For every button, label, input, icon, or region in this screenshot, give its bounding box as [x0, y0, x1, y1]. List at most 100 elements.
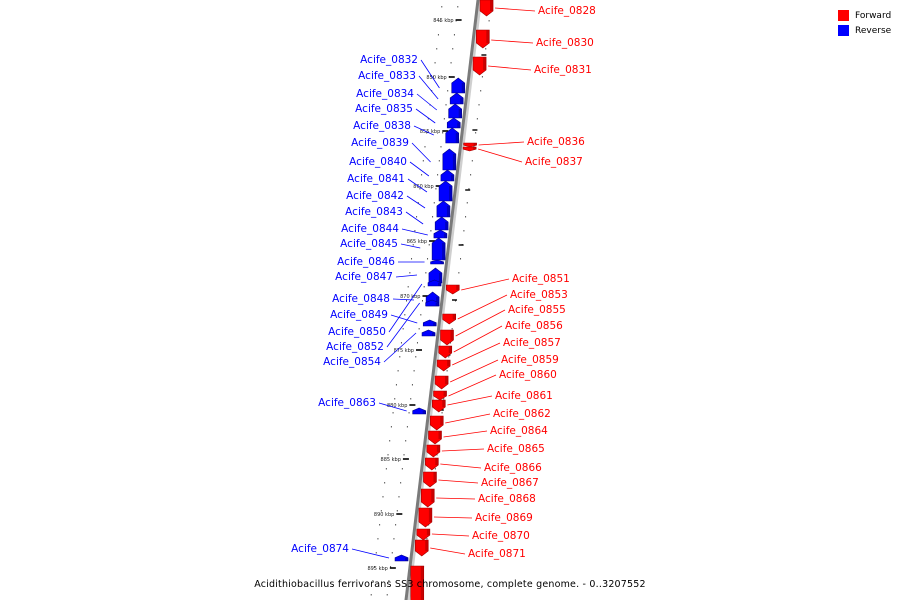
track-dots-tick [427, 258, 429, 260]
gene-acife-0853 [442, 313, 457, 325]
track-dots-reverse-outer [426, 132, 428, 134]
gene-acife-0847-leader [395, 274, 418, 278]
track-dots-reverse-outer [419, 188, 421, 190]
gene-acife-0864-leader [443, 430, 488, 438]
gene-acife-0874-leader [351, 548, 390, 559]
gene-acife-0864 [428, 430, 442, 445]
gene-acife-0850 [427, 279, 442, 287]
gene-acife-0830-leader [491, 39, 534, 44]
track-dots-reverse-outer [397, 370, 399, 372]
gene-acife-0836-label: Acife_0836 [527, 136, 585, 148]
track-dots-tick [416, 342, 418, 344]
gene-acife-0836 [463, 142, 477, 148]
gene-acife-0847-label: Acife_0847 [335, 271, 393, 283]
track-dots-tick [423, 286, 425, 288]
gene-features [394, 0, 494, 600]
genome-caption: Acidithiobacillus ferrivorans SS3 chromo… [254, 579, 646, 590]
gene-acife-0839-label: Acife_0839 [351, 137, 409, 149]
gene-acife-0854-label: Acife_0854 [323, 356, 381, 368]
gene-acife-0840-leader [409, 161, 430, 177]
gene-acife-0846 [430, 259, 444, 265]
track-dots-reverse-outer [402, 328, 404, 330]
scale-tick-label: 875 kbp [394, 348, 414, 354]
gene-acife-0853-leader [457, 294, 508, 320]
gene-acife-0854-leader [383, 332, 417, 363]
gene-acife-0836-leader [478, 141, 525, 146]
backbone-line [404, 0, 480, 600]
gene-acife-0874-label: Acife_0874 [291, 543, 349, 555]
scale-tick-label: 880 kbp [387, 403, 407, 409]
track-dots-tick [453, 34, 455, 36]
gene-acife-0851-leader [461, 278, 510, 291]
gene-acife-0863 [412, 407, 426, 415]
legend-swatch-forward [838, 10, 849, 21]
track-dots-reverse-outer [385, 468, 387, 470]
track-dots-forward-outer [476, 118, 478, 120]
gene-acife-0828-leader [495, 7, 536, 12]
gene-acife-0867-leader [438, 479, 479, 484]
gene-acife-0849 [422, 319, 437, 327]
gene-acife-0832 [451, 77, 466, 94]
gene-acife-0841-leader [407, 178, 428, 193]
gene-acife-0859-leader [449, 359, 499, 383]
gene-acife-0834 [448, 103, 462, 119]
track-dots-forward-outer [460, 258, 462, 260]
track-dots-reverse-outer [389, 440, 391, 442]
track-dots-tick [401, 468, 403, 470]
track-dots-forward-outer [465, 216, 467, 218]
gene-acife-0869 [418, 507, 433, 528]
track-dots-forward-outer [488, 20, 490, 22]
gene-acife-0856 [438, 345, 453, 359]
track-dots-reverse-outer [394, 398, 396, 400]
gene-acife-0850-label: Acife_0850 [328, 326, 386, 338]
gene-acife-0842 [436, 200, 451, 218]
gene-acife-0849-leader [390, 314, 418, 324]
gene-acife-0856-label: Acife_0856 [505, 320, 563, 332]
track-dots-tick [406, 426, 408, 428]
track-dots-tick [388, 580, 390, 582]
gene-acife-0860-leader [448, 374, 497, 397]
track-dots-tick [432, 216, 434, 218]
track-dots-forward-outer [470, 174, 472, 176]
track-dots-reverse-outer [411, 258, 413, 260]
gene-acife-0835 [446, 117, 461, 129]
legend-label-forward: Forward [855, 10, 892, 21]
gene-acife-0870 [416, 528, 431, 541]
track-dots-tick [428, 244, 430, 246]
gene-offscreen-forward [410, 565, 425, 600]
label-leader-lines [351, 7, 536, 559]
track-dots-forward-outer [443, 398, 445, 400]
track-dots-reverse-outer [390, 426, 392, 428]
gene-acife-0863-label: Acife_0863 [318, 397, 376, 409]
gene-acife-0838-label: Acife_0838 [353, 120, 411, 132]
legend: Forward Reverse [838, 8, 898, 38]
track-dots-forward-outer [463, 230, 465, 232]
gene-acife-0870-label: Acife_0870 [472, 530, 530, 542]
gene-acife-0845-label: Acife_0845 [340, 238, 398, 250]
track-dots-reverse-outer [400, 342, 402, 344]
legend-item-reverse: Reverse [838, 23, 898, 38]
track-dots-tick [420, 314, 422, 316]
backbone-shadow [405, 0, 483, 600]
track-dots-tick [393, 538, 395, 540]
track-dots-tick [437, 174, 439, 176]
gene-acife-0850-leader [388, 283, 423, 333]
track-dots-reverse-outer [412, 244, 414, 246]
track-dots-reverse-outer [424, 146, 426, 148]
gene-acife-0862-label: Acife_0862 [493, 408, 551, 420]
legend-label-reverse: Reverse [855, 25, 892, 36]
track-dots-tick [433, 202, 435, 204]
track-dots-forward-outer [449, 342, 451, 344]
track-dots-reverse-outer [434, 62, 436, 64]
track-dots-reverse-outer [395, 384, 397, 386]
gene-acife-0846-label: Acife_0846 [337, 256, 395, 268]
gene-acife-0828-label: Acife_0828 [538, 5, 596, 17]
track-dots-reverse-outer [374, 566, 376, 568]
track-dots-tick [418, 328, 420, 330]
gene-acife-0866 [425, 457, 439, 471]
gene-acife-0840-label: Acife_0840 [349, 156, 407, 168]
gene-acife-0845 [431, 237, 446, 261]
scale-tick-label: 860 kbp [413, 184, 433, 190]
track-dots-tick [422, 300, 423, 302]
track-dots-reverse-outer [409, 272, 411, 274]
